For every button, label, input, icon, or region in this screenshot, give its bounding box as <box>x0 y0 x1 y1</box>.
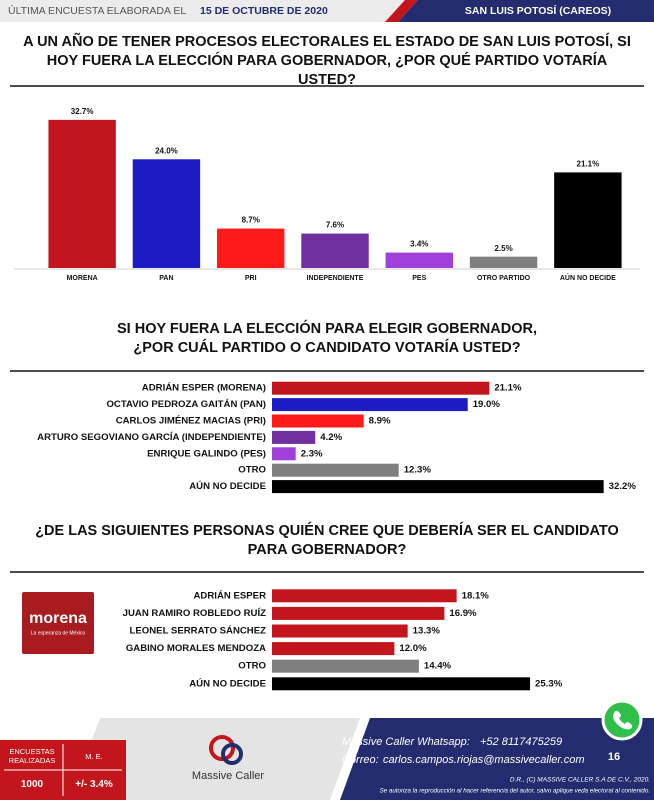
value-label: 21.1% <box>494 383 522 394</box>
bar <box>554 172 622 268</box>
bar <box>272 677 531 691</box>
value-label: 21.1% <box>577 160 600 169</box>
header-left: ÚLTIMA ENCUESTA ELABORADA EL <box>8 4 186 17</box>
copyright: D.R., (C) MASSIVE CALLER S.A DE C.V., 20… <box>510 777 650 784</box>
value-label: 32.7% <box>71 107 94 116</box>
value-label: 4.2% <box>320 432 342 443</box>
category-label: PES <box>412 275 426 282</box>
category-label: OTRO <box>238 465 266 476</box>
chart-title: SI HOY FUERA LA ELECCIÓN PARA ELEGIR GOB… <box>117 321 537 356</box>
chart-title: A UN AÑO DE TENER PROCESOS ELECTORALES E… <box>23 34 631 88</box>
value-label: 16.9% <box>449 608 477 619</box>
header-right <box>398 0 654 22</box>
bar <box>272 606 445 620</box>
category-label: OTRO <box>238 661 266 672</box>
category-label: PRI <box>245 275 257 282</box>
whatsapp-label: Massive Caller Whatsapp: <box>342 736 470 748</box>
email-label: Correo: <box>342 754 379 766</box>
bar <box>132 159 201 268</box>
bar <box>272 589 457 603</box>
brand-icon <box>209 735 235 761</box>
footer-navy <box>340 718 654 800</box>
footer-gray <box>70 718 360 800</box>
value-label: 7.6% <box>326 221 344 230</box>
category-label: AÚN NO DECIDE <box>189 480 266 492</box>
category-label: AÚN NO DECIDE <box>560 273 616 282</box>
table-value: 1000 <box>20 778 44 790</box>
bar <box>272 642 395 656</box>
bar <box>272 381 490 395</box>
category-label: JUAN RAMIRO ROBLEDO RUÍZ <box>123 607 267 619</box>
value-label: 13.3% <box>413 626 441 637</box>
value-label: 8.9% <box>369 416 391 427</box>
category-label: GABINO MORALES MENDOZA <box>126 643 266 654</box>
value-label: 2.3% <box>301 448 323 459</box>
chart-title: ¿DE LAS SIGUIENTES PERSONAS QUIÉN CREE Q… <box>35 523 619 558</box>
bar <box>469 256 538 268</box>
value-label: 18.1% <box>462 590 490 601</box>
category-label: ADRIÁN ESPER (MORENA) <box>142 382 266 394</box>
email: carlos.campos.riojas@massivecaller.com <box>383 754 584 766</box>
header-stripe <box>385 0 418 22</box>
whatsapp-number: +52 8117475259 <box>480 736 562 748</box>
category-label: INDEPENDIENTE <box>307 275 364 282</box>
bar <box>48 119 116 268</box>
value-label: 12.3% <box>404 465 432 476</box>
table-header: M. E. <box>85 751 103 761</box>
value-label: 12.0% <box>399 643 427 654</box>
bar <box>272 624 408 638</box>
bar <box>272 398 468 412</box>
bar <box>272 430 316 444</box>
bar <box>301 233 369 268</box>
category-label: AÚN NO DECIDE <box>189 677 266 689</box>
bar <box>272 447 296 461</box>
notice: Se autoriza la reproducción al hacer ref… <box>380 788 650 795</box>
page-number: 16 <box>608 751 620 763</box>
bar <box>272 659 419 673</box>
bar <box>217 228 285 268</box>
logo-box <box>22 592 94 654</box>
category-label: ARTURO SEGOVIANO GARCÍA (INDEPENDIENTE) <box>37 431 266 443</box>
category-label: MORENA <box>67 275 98 282</box>
value-label: 2.5% <box>494 244 512 253</box>
value-label: 3.4% <box>410 240 428 249</box>
table-header: ENCUESTAS REALIZADAS <box>8 747 56 765</box>
value-label: 24.0% <box>155 146 178 155</box>
value-label: 8.7% <box>242 216 260 225</box>
header-date: 15 DE OCTUBRE DE 2020 <box>200 5 328 17</box>
category-label: LEONEL SERRATO SÁNCHEZ <box>130 625 267 637</box>
category-label: ADRIÁN ESPER <box>194 589 267 601</box>
logo-name: morena <box>29 610 87 627</box>
category-label: PAN <box>159 275 173 282</box>
category-label: ENRIQUE GALINDO (PES) <box>147 448 266 459</box>
logo-tagline: La esperanza de México <box>31 630 86 636</box>
bar <box>272 480 604 494</box>
bar <box>272 463 399 477</box>
header-region: SAN LUIS POTOSÍ (CAREOS) <box>465 4 611 17</box>
bar <box>272 414 364 428</box>
table-value: +/- 3.4% <box>75 778 113 790</box>
whatsapp-icon <box>601 699 643 741</box>
value-label: 25.3% <box>535 678 563 689</box>
value-label: 14.4% <box>424 661 452 672</box>
brand-name: Massive Caller <box>192 770 264 782</box>
bar <box>385 252 453 268</box>
whatsapp-phone <box>613 710 633 730</box>
value-label: 32.2% <box>609 481 637 492</box>
category-label: CARLOS JIMÉNEZ MACIAS (PRI) <box>116 415 266 427</box>
category-label: OTRO PARTIDO <box>477 275 531 282</box>
brand-icon <box>221 743 243 765</box>
value-label: 19.0% <box>473 399 501 410</box>
category-label: OCTAVIO PEDROZA GAITÁN (PAN) <box>106 398 266 410</box>
